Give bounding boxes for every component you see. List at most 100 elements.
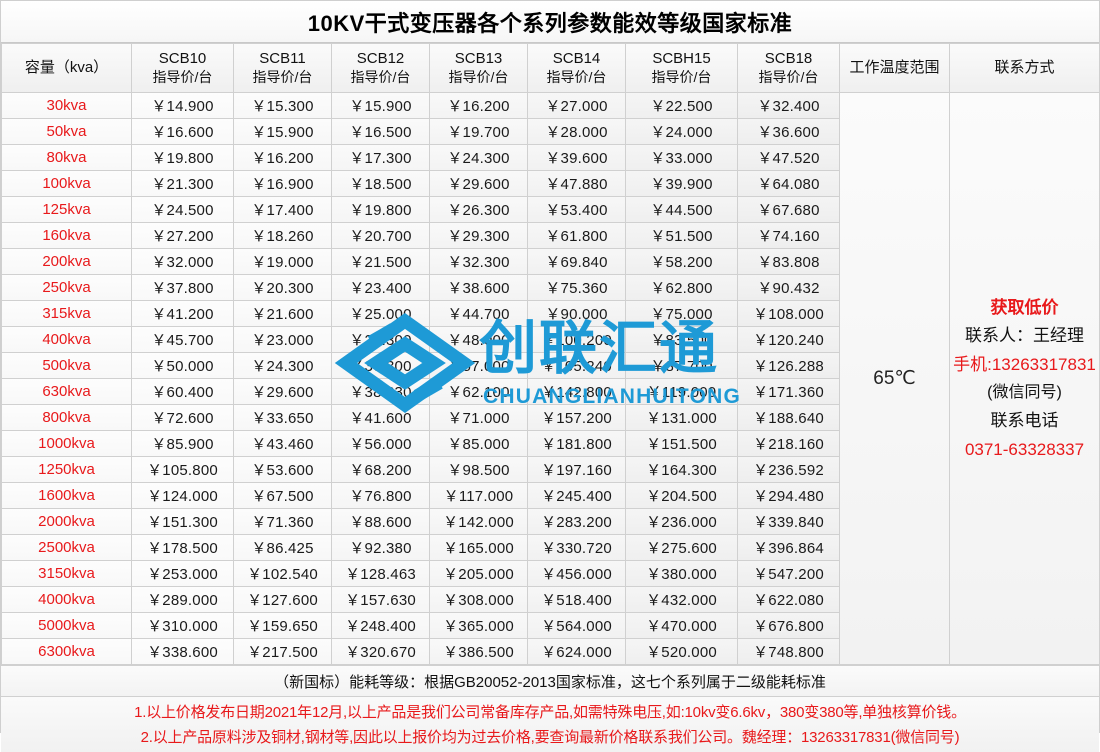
cell-scbh15: ￥51.500 [625, 222, 738, 249]
table-row: 630kva ￥60.400 ￥29.600 ￥38.330 ￥62.100 ￥142.8… [1, 378, 1100, 405]
cell-scb14: ￥456.000 [527, 560, 626, 587]
cell-capacity: 1600kva [1, 482, 132, 509]
cell-scb10: ￥151.300 [131, 508, 234, 535]
cell-scb13: ￥29.600 [429, 170, 528, 197]
cell-scb18: ￥108.000 [737, 300, 840, 327]
cell-scb13: ￥308.000 [429, 586, 528, 613]
cell-scb11: ￥16.900 [233, 170, 332, 197]
cell-scb10: ￥27.200 [131, 222, 234, 249]
cell-scb12: ￥56.000 [331, 430, 430, 457]
table-row: 50kva ￥16.600 ￥15.900 ￥16.500 ￥19.700 ￥28.000… [1, 118, 1100, 145]
cell-scb10: ￥37.800 [131, 274, 234, 301]
col-header-scbh15-line2: 指导价/台 [651, 68, 712, 85]
cell-scb18: ￥64.080 [737, 170, 840, 197]
cell-capacity: 250kva [1, 274, 132, 301]
cell-scb10: ￥124.000 [131, 482, 234, 509]
col-header-scb11-line1: SCB11 [259, 50, 306, 68]
cell-scb12: ￥18.500 [331, 170, 430, 197]
cell-scb12: ￥21.500 [331, 248, 430, 275]
cell-capacity: 315kva [1, 300, 132, 327]
cell-scb11: ￥21.600 [233, 300, 332, 327]
cell-scbh15: ￥275.600 [625, 534, 738, 561]
col-header-scb10: SCB10 指导价/台 [131, 43, 234, 93]
col-header-scb12: SCB12 指导价/台 [331, 43, 430, 93]
cell-scb18: ￥36.600 [737, 118, 840, 145]
cell-scb11: ￥33.650 [233, 404, 332, 431]
cell-scb13: ￥205.000 [429, 560, 528, 587]
cell-scb12: ￥128.463 [331, 560, 430, 587]
cell-scb18: ￥47.520 [737, 144, 840, 171]
cell-scb12: ￥19.800 [331, 196, 430, 223]
cell-scb18: ￥188.640 [737, 404, 840, 431]
cell-capacity: 2500kva [1, 534, 132, 561]
cell-scb13: ￥165.000 [429, 534, 528, 561]
cell-scbh15: ￥44.500 [625, 196, 738, 223]
cell-scb14: ￥75.360 [527, 274, 626, 301]
cell-scbh15: ￥33.000 [625, 144, 738, 171]
col-header-scb14-line1: SCB14 [552, 50, 601, 68]
energy-standard-note: （新国标）能耗等级：根据GB20052-2013国家标准，这七个系列属于二级能耗… [1, 665, 1099, 697]
cell-scb18: ￥236.592 [737, 456, 840, 483]
cell-scb12: ￥68.200 [331, 456, 430, 483]
table-row: 6300kva ￥338.600 ￥217.500 ￥320.670 ￥386.500 ￥… [1, 638, 1100, 665]
cell-scb12: ￥15.900 [331, 92, 430, 119]
cell-scb18: ￥120.240 [737, 326, 840, 353]
contact-phone[interactable]: 0371-63328337 [964, 439, 1085, 459]
cell-scb18: ￥676.800 [737, 612, 840, 639]
cell-scb13: ￥32.300 [429, 248, 528, 275]
cell-scb14: ￥61.800 [527, 222, 626, 249]
cell-scb11: ￥67.500 [233, 482, 332, 509]
cell-scb11: ￥86.425 [233, 534, 332, 561]
cell-capacity: 2000kva [1, 508, 132, 535]
cell-scb11: ￥127.600 [233, 586, 332, 613]
cell-capacity: 50kva [1, 118, 132, 145]
cell-scb18: ￥748.800 [737, 638, 840, 665]
cell-scb14: ￥197.160 [527, 456, 626, 483]
cell-scb13: ￥386.500 [429, 638, 528, 665]
cell-scb12: ￥320.670 [331, 638, 430, 665]
cell-scb11: ￥71.360 [233, 508, 332, 535]
cell-scb14: ￥105.240 [527, 352, 626, 379]
cell-scb18: ￥622.080 [737, 586, 840, 613]
cell-scb14: ￥330.720 [527, 534, 626, 561]
cell-scb10: ￥14.900 [131, 92, 234, 119]
page-title-bar: 10KV干式变压器各个系列参数能效等级国家标准 [1, 1, 1099, 43]
cell-scb10: ￥289.000 [131, 586, 234, 613]
cell-scb12: ￥38.330 [331, 378, 430, 405]
cell-scb10: ￥338.600 [131, 638, 234, 665]
cell-scb18: ￥396.864 [737, 534, 840, 561]
cell-scb13: ￥71.000 [429, 404, 528, 431]
cell-scb10: ￥45.700 [131, 326, 234, 353]
cell-capacity: 1000kva [1, 430, 132, 457]
cell-capacity: 6300kva [1, 638, 132, 665]
cell-scb14: ￥39.600 [527, 144, 626, 171]
cell-contact-info: 获取低价 联系人：王经理 手机:13263317831 (微信同号) 联系电话 0371-… [949, 92, 1100, 665]
cell-scb11: ￥19.000 [233, 248, 332, 275]
cell-capacity: 80kva [1, 144, 132, 171]
contact-mobile[interactable]: 手机:13263317831 [953, 355, 1096, 375]
cell-scb11: ￥102.540 [233, 560, 332, 587]
cell-scb14: ￥47.880 [527, 170, 626, 197]
cell-scbh15: ￥83.500 [625, 326, 738, 353]
page-title: 10KV干式变压器各个系列参数能效等级国家标准 [307, 10, 793, 36]
cell-scb13: ￥365.000 [429, 612, 528, 639]
table-row: 250kva ￥37.800 ￥20.300 ￥23.400 ￥38.600 ￥75.36… [1, 274, 1100, 301]
cell-scb12: ￥20.700 [331, 222, 430, 249]
cell-scb14: ￥518.400 [527, 586, 626, 613]
table-row: 80kva ￥19.800 ￥16.200 ￥17.300 ￥24.300 ￥39.600… [1, 144, 1100, 171]
cell-scb18: ￥67.680 [737, 196, 840, 223]
cell-scb10: ￥21.300 [131, 170, 234, 197]
cell-scb18: ￥218.160 [737, 430, 840, 457]
cell-scb11: ￥23.000 [233, 326, 332, 353]
cell-scb10: ￥253.000 [131, 560, 234, 587]
table-row: 5000kva ￥310.000 ￥159.650 ￥248.400 ￥365.000 ￥… [1, 612, 1100, 639]
table-header-row: 容量（kva） SCB10 指导价/台 SCB11 指导价/台 SCB12 指导… [1, 43, 1100, 93]
cell-scbh15: ￥131.000 [625, 404, 738, 431]
cell-scbh15: ￥236.000 [625, 508, 738, 535]
cell-scb11: ￥20.300 [233, 274, 332, 301]
table-row: 160kva ￥27.200 ￥18.260 ￥20.700 ￥29.300 ￥61.80… [1, 222, 1100, 249]
cell-scb13: ￥44.700 [429, 300, 528, 327]
cell-capacity: 200kva [1, 248, 132, 275]
cell-scb18: ￥83.808 [737, 248, 840, 275]
cell-capacity: 1250kva [1, 456, 132, 483]
